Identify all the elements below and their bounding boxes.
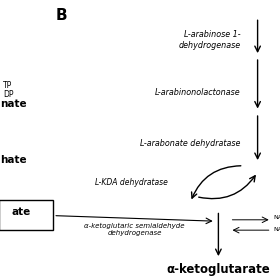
Text: L-arabinonolactonase: L-arabinonolactonase <box>155 88 241 97</box>
Text: NAD: NAD <box>273 227 280 232</box>
Text: NAD: NAD <box>273 215 280 220</box>
Text: L-KDA dehydratase: L-KDA dehydratase <box>95 178 168 187</box>
Text: α-ketoglutarate: α-ketoglutarate <box>167 263 270 276</box>
Text: L-arabonate dehydratase: L-arabonate dehydratase <box>141 139 241 148</box>
Text: α-ketoglutaric semialdehyde
dehydrogenase: α-ketoglutaric semialdehyde dehydrogenas… <box>84 223 185 236</box>
Text: L-arabinose 1-
dehydrogenase: L-arabinose 1- dehydrogenase <box>179 30 241 50</box>
Text: B: B <box>56 8 67 24</box>
Text: nate: nate <box>0 99 27 109</box>
Text: ate: ate <box>11 207 31 217</box>
Text: DP: DP <box>3 90 13 99</box>
Text: TP: TP <box>3 81 12 90</box>
Text: hate: hate <box>0 155 27 165</box>
FancyBboxPatch shape <box>0 200 53 230</box>
